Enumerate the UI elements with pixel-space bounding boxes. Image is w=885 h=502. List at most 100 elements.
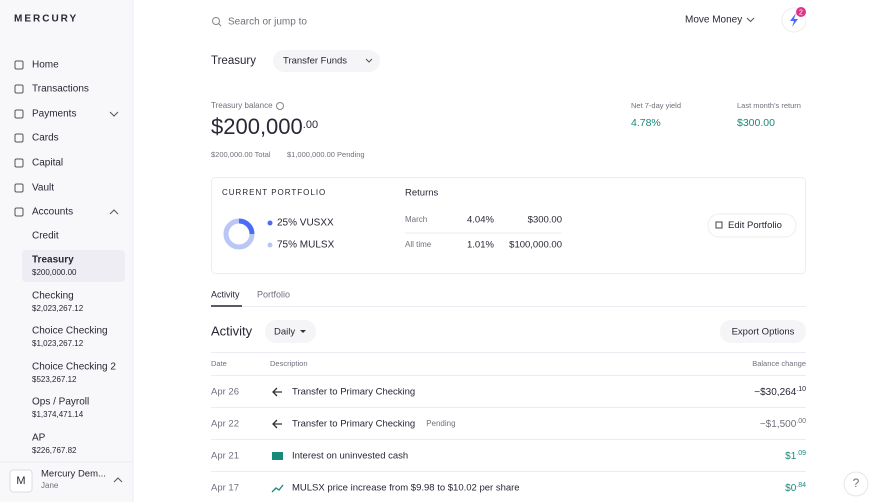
transfer-chevron — [365, 58, 373, 63]
donut-segment — [223, 218, 255, 250]
row-description: MULSX price increase from $9.98 to $10.0… — [292, 483, 520, 494]
nav-icon — [14, 60, 24, 70]
daily-caret — [300, 330, 306, 333]
portfolio-card — [211, 177, 806, 274]
row-date: Apr 26 — [211, 387, 239, 398]
search-input[interactable]: Search or jump to — [228, 17, 307, 28]
info-icon — [276, 102, 284, 110]
return-period: March — [405, 215, 427, 224]
user-name: Jane — [41, 481, 59, 490]
nav-item[interactable]: Cards — [32, 133, 59, 144]
search-icon — [212, 17, 220, 25]
stat-label: Net 7-day yield — [631, 101, 681, 110]
row-amount-main: −$30,264 — [754, 387, 796, 398]
returns-title: Returns — [405, 188, 439, 199]
account-name: Choice Checking — [32, 326, 108, 337]
arrow-icon — [272, 419, 282, 429]
badge-count: 2 — [799, 9, 803, 16]
export-label: Export Options — [732, 327, 795, 338]
account-balance: $2,023,267.12 — [32, 304, 84, 313]
logo: MERCURY — [14, 14, 78, 25]
row-amount-cents: .00 — [796, 418, 806, 425]
accounts-chevron — [109, 209, 119, 215]
activity-title: Activity — [211, 323, 253, 338]
account-name: Choice Checking 2 — [32, 362, 116, 373]
move-money-chevron — [746, 17, 755, 23]
user-avatar[interactable] — [9, 469, 33, 493]
transfer-funds-button[interactable] — [273, 50, 380, 72]
stat-value: $300.00 — [737, 117, 775, 129]
transfer-funds-label: Transfer Funds — [283, 56, 347, 67]
payments-chevron — [109, 111, 119, 117]
row-amount: −$1,500.00 — [760, 418, 806, 430]
balance-amount-cents: .00 — [303, 119, 318, 131]
selected-account-bg — [22, 250, 125, 282]
row-amount-cents: .10 — [796, 386, 806, 393]
row-amount-cents: .84 — [796, 482, 806, 489]
account-balance: $1,374,471.14 — [32, 410, 84, 419]
account-name: Treasury — [32, 255, 74, 266]
nav-item[interactable]: Transactions — [32, 84, 89, 95]
nav-item[interactable]: Home — [32, 60, 59, 71]
arrow-icon — [272, 387, 282, 397]
tab-activity[interactable]: Activity — [211, 289, 240, 299]
donut-segment — [238, 218, 255, 235]
row-amount-cents: .09 — [796, 450, 806, 457]
row-amount-main: $1 — [785, 451, 797, 462]
nav-item[interactable]: Payments — [32, 109, 76, 120]
col-date: Date — [211, 359, 227, 368]
account-balance: $226,767.82 — [32, 446, 77, 455]
row-amount: $0.84 — [785, 482, 806, 494]
nav-icon — [14, 158, 24, 168]
account-balance: $200,000.00 — [32, 268, 77, 277]
legend-dot — [267, 220, 273, 226]
daily-label: Daily — [274, 327, 295, 338]
account-balance: $1,023,267.12 — [32, 339, 84, 348]
row-amount-main: $0 — [785, 483, 797, 494]
account-balance: $523,267.12 — [32, 375, 77, 384]
return-rate: 1.01% — [467, 240, 494, 251]
col-description: Description — [270, 359, 308, 368]
help-button[interactable] — [843, 471, 869, 497]
row-description: Interest on uninvested cash — [292, 451, 408, 462]
stat-label: Last month's return — [737, 101, 801, 110]
account-name: AP — [32, 433, 46, 444]
row-amount: −$30,264.10 — [754, 386, 806, 398]
holding-label: 75% MULSX — [277, 240, 335, 251]
nav-icon — [14, 109, 24, 119]
holding-label: 25% VUSXX — [277, 218, 334, 229]
row-status: Pending — [426, 419, 455, 428]
row-date: Apr 21 — [211, 451, 239, 462]
row-date: Apr 22 — [211, 419, 239, 430]
col-balance-change: Balance change — [752, 359, 806, 368]
row-amount: $1.09 — [785, 450, 806, 462]
nav-item[interactable]: Capital — [32, 158, 63, 169]
return-rate: 4.04% — [467, 215, 494, 226]
edit-icon — [715, 221, 723, 229]
balance-total: $200,000.00 Total — [211, 150, 271, 159]
balance-amount-main: $200,000 — [211, 114, 303, 139]
row-amount-main: −$1,500 — [760, 419, 797, 430]
export-options-button[interactable] — [720, 320, 806, 343]
edit-portfolio-label: Edit Portfolio — [728, 220, 782, 231]
user-initial: M — [16, 475, 25, 487]
search-icon — [218, 23, 222, 27]
balance-amount: $200,000.00 — [211, 114, 318, 139]
edit-portfolio-button[interactable] — [707, 213, 797, 238]
daily-filter[interactable] — [265, 320, 316, 343]
page-title: Treasury — [211, 55, 256, 67]
user-org: Mercury Dem... — [41, 469, 106, 480]
bolt-icon — [790, 13, 798, 27]
row-description: Transfer to Primary Checking — [292, 419, 415, 430]
nav-item[interactable]: Vault — [32, 183, 54, 194]
nav-icon — [14, 207, 24, 217]
account-name: Credit — [32, 231, 59, 242]
cash-icon — [272, 452, 283, 460]
move-money-button[interactable]: Move Money — [685, 15, 742, 26]
balance-label: Treasury balance — [211, 101, 273, 110]
tab-portfolio[interactable]: Portfolio — [257, 289, 290, 299]
row-description: Transfer to Primary Checking — [292, 387, 415, 398]
user-chevron[interactable] — [113, 477, 123, 483]
trend-icon — [271, 484, 284, 493]
nav-item[interactable]: Accounts — [32, 207, 73, 218]
